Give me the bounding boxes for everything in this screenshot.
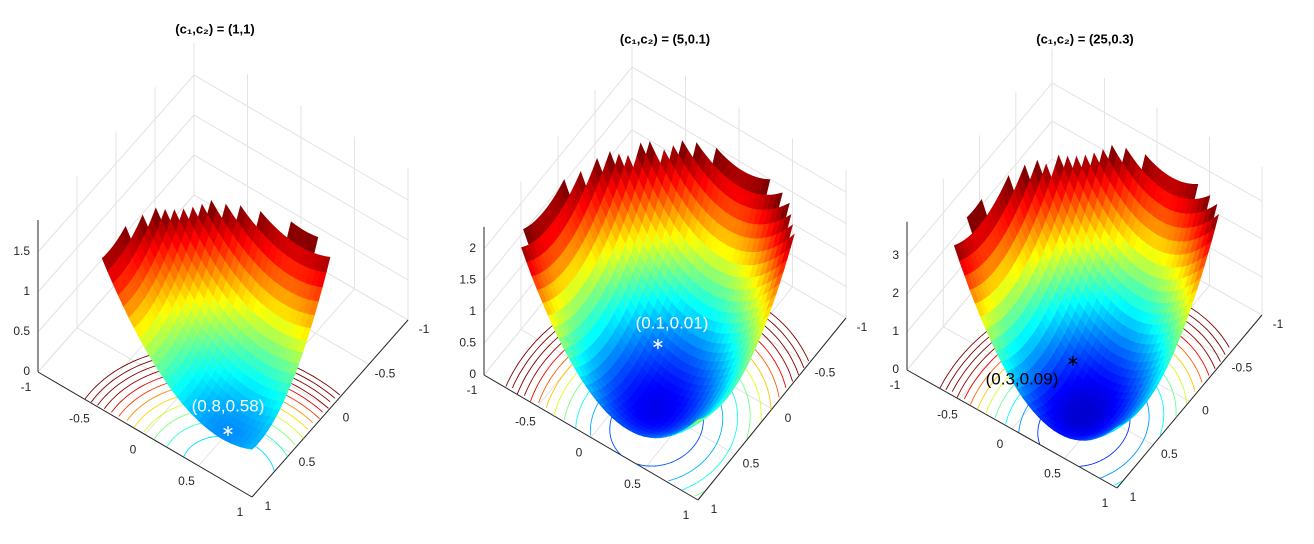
z-tick-label: 2: [892, 286, 899, 300]
x-tick-label: -1: [467, 383, 478, 397]
x-tick-label: 1: [237, 505, 244, 519]
z-tick-label: 1: [892, 324, 899, 338]
z-tick-label: 0: [469, 367, 476, 381]
minimum-marker: ∗: [651, 336, 664, 353]
y-tick-label: 0.5: [1161, 447, 1178, 461]
x-tick-label: -0.5: [69, 411, 90, 425]
x-tick-label: 0.5: [624, 477, 641, 491]
z-grid-line: [37, 154, 409, 333]
z-tick-label: 1.5: [13, 244, 30, 258]
x-axis-line: [483, 374, 699, 501]
y-tick-label: 1: [265, 499, 272, 513]
x-tick-label: 1: [1102, 496, 1109, 510]
minimum-marker: ∗: [1066, 353, 1079, 370]
y-tick-label: -1: [857, 320, 868, 334]
y-tick-label: -0.5: [815, 366, 836, 380]
z-tick-label: 0: [23, 364, 30, 378]
z-tick-label: 0.5: [459, 336, 476, 350]
z-tick-label: 0.5: [13, 324, 30, 338]
surface-patch: [246, 444, 257, 450]
z-grid-line: [37, 74, 409, 253]
surface: [101, 199, 331, 450]
y-tick-label: -1: [1273, 317, 1284, 331]
y-tick-label: -0.5: [375, 366, 396, 380]
x-tick-label: -0.5: [937, 408, 958, 422]
y-axis-line: [251, 319, 409, 498]
surface-patch: [1111, 425, 1121, 432]
y-tick-label: -0.5: [1231, 360, 1252, 374]
x-tick-label: 0.5: [1044, 467, 1061, 481]
y-tick-label: 0: [785, 411, 792, 425]
marker-label: (0.8,0.58): [192, 396, 265, 415]
subplot: -1 -0.5 0 0.5 1 -1 -0.5 0 0.5 1 0 0.5 1 1.5 2 ∗ (0.1,0.0…: [459, 31, 867, 522]
z-grid-line: [37, 114, 409, 293]
y-tick-label: 0: [1202, 404, 1209, 418]
z-tick-label: 2: [469, 241, 476, 255]
chart-title: (c₁,c₂) = (25,0.3): [1036, 31, 1134, 46]
x-tick-label: 0: [576, 446, 583, 460]
x-tick-label: 0: [130, 443, 137, 457]
y-tick-label: 0.5: [743, 457, 760, 471]
x-tick-label: 1: [683, 508, 690, 522]
z-grid-line: [483, 66, 847, 250]
x-axis-line: [906, 369, 1118, 489]
chart-title: (c₁,c₂) = (5,0.1): [620, 31, 710, 46]
surface-patch: [692, 418, 702, 425]
chart-title: (c₁,c₂) = (1,1): [175, 21, 254, 36]
y-tick-label: 0: [343, 411, 350, 425]
x-tick-label: 0: [997, 437, 1004, 451]
surface: [521, 140, 795, 439]
z-grid-line: [906, 82, 1263, 257]
surface: [953, 144, 1220, 441]
x-tick-label: -1: [890, 378, 901, 392]
z-grid-line: [37, 194, 409, 373]
y-tick-label: 1: [711, 502, 718, 516]
y-tick-label: -1: [419, 322, 430, 336]
marker-label: (0.3,0.09): [986, 369, 1059, 388]
y-tick-label: 0.5: [299, 455, 316, 469]
marker-label: (0.1,0.01): [636, 313, 709, 332]
z-grid-line: [483, 97, 847, 281]
z-tick-label: 0: [892, 362, 899, 376]
z-tick-label: 3: [892, 248, 899, 262]
y-axis-line: [1116, 314, 1263, 489]
x-tick-label: -0.5: [515, 414, 536, 428]
x-axis-line: [37, 371, 253, 498]
y-axis-line: [697, 317, 847, 501]
subplot: -1 -0.5 0 0.5 1 -1 -0.5 0 0.5 1 0 0.5 1 1.5 ∗ (0.8,0.58…: [13, 21, 429, 519]
minimum-marker: ∗: [221, 423, 234, 440]
x-tick-label: -1: [21, 380, 32, 394]
z-tick-label: 1: [469, 304, 476, 318]
y-tick-label: 1: [1130, 490, 1137, 504]
x-tick-label: 0.5: [178, 474, 195, 488]
subplot: -1 -0.5 0 0.5 1 -1 -0.5 0 0.5 1 0 1 2 3 ∗ (0.3,0.09) (c₁…: [890, 31, 1284, 510]
z-tick-label: 1: [23, 284, 30, 298]
z-tick-label: 1.5: [459, 273, 476, 287]
